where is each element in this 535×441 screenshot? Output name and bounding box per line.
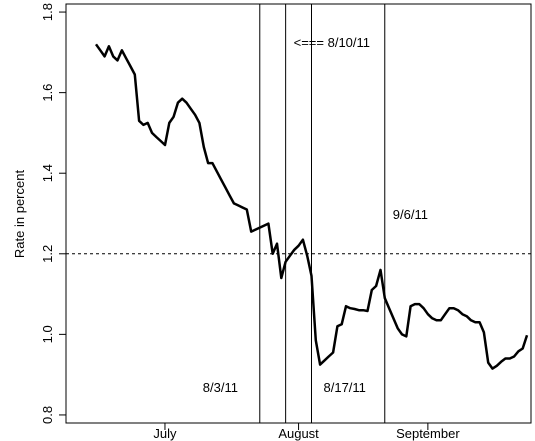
event-label: 8/3/11 bbox=[203, 380, 238, 395]
plot-frame bbox=[65, 3, 532, 424]
y-tick-label: 1.4 bbox=[40, 164, 55, 182]
y-tick-label: 1.0 bbox=[40, 325, 55, 343]
y-tick-label: 1.8 bbox=[40, 3, 55, 21]
event-label: 9/6/11 bbox=[393, 207, 428, 222]
x-tick-label: August bbox=[278, 426, 319, 441]
x-tick-label: July bbox=[153, 426, 177, 441]
y-axis-label: Rate in percent bbox=[12, 170, 27, 259]
y-tick-label: 1.2 bbox=[40, 245, 55, 263]
x-tick-label: September bbox=[396, 426, 460, 441]
y-tick-label: 1.6 bbox=[40, 84, 55, 102]
rate-series-line bbox=[94, 43, 529, 370]
event-label: 8/17/11 bbox=[324, 380, 366, 395]
event-label: <=== 8/10/11 bbox=[294, 35, 370, 50]
y-tick-label: 0.8 bbox=[40, 406, 55, 424]
